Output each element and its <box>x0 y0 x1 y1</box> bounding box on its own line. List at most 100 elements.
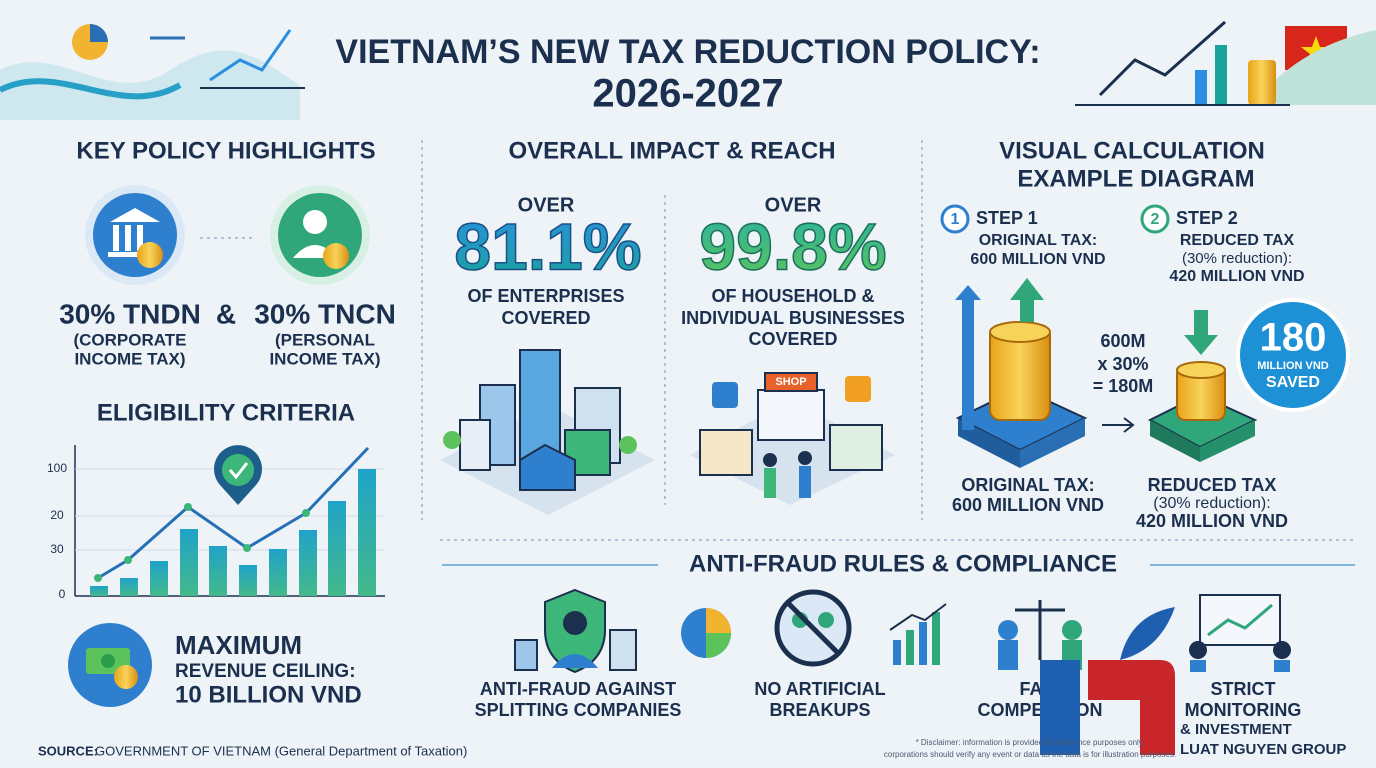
shops-illustration-part <box>845 376 871 402</box>
axis-label: 100 <box>47 461 67 475</box>
eligibility-chart-part <box>239 565 257 596</box>
section-heading: VISUAL CALCULATION <box>999 137 1265 164</box>
tax-description: (PERSONAL <box>275 330 375 349</box>
header-art-right-part <box>1195 70 1207 105</box>
growth-chart-icon-part <box>893 640 901 665</box>
reduced-tax-illustration <box>1147 310 1258 462</box>
eligibility-chart-part <box>302 509 310 517</box>
rule-text: NO ARTIFICIAL <box>754 679 885 699</box>
eligibility-chart-part <box>209 546 227 596</box>
fair-competition-icon-part <box>1062 620 1082 640</box>
anti-fraud-icon <box>514 588 637 674</box>
eligibility-chart-part <box>97 446 370 580</box>
step-text: REDUCED TAX <box>1180 232 1295 249</box>
step-text: (30% reduction): <box>1182 250 1292 267</box>
shops-illustration-part <box>799 466 811 498</box>
monitoring-icon-part <box>1274 660 1290 672</box>
shops-illustration-part <box>764 468 776 498</box>
logo-mark-part <box>1120 607 1175 660</box>
shops-illustration-part <box>712 382 738 408</box>
section-heading: ANTI-FRAUD RULES & COMPLIANCE <box>689 550 1117 577</box>
step-label: STEP 1 <box>976 208 1038 228</box>
eligibility-chart-part <box>299 530 317 596</box>
rule-text: BREAKUPS <box>769 700 870 720</box>
section-heading: OVERALL IMPACT & REACH <box>508 137 835 164</box>
disclaimer: corporations should verify any event or … <box>884 750 1176 759</box>
eligibility-chart-part <box>358 469 376 596</box>
monitoring-icon <box>1189 594 1291 672</box>
formula: x 30% <box>1097 354 1148 374</box>
header-art-left-part <box>209 29 292 82</box>
step-number: 1 <box>951 211 960 228</box>
shops-illustration-part <box>764 372 818 392</box>
section-heading: KEY POLICY HIGHLIGHTS <box>76 137 375 164</box>
pie-icon-part <box>706 633 731 658</box>
stat-description: OF ENTERPRISES <box>467 286 624 306</box>
eligibility-chart-part <box>328 501 346 596</box>
logo-mark-part <box>1040 660 1080 755</box>
growth-chart-icon-part <box>919 622 927 665</box>
tax-rate: 30% TNDN <box>59 298 201 329</box>
city-illustration-part <box>443 431 461 449</box>
shops-illustration-part <box>798 451 812 465</box>
formula: = 180M <box>1093 376 1154 396</box>
reduced-tax-illustration-part <box>1176 361 1226 379</box>
original-tax-illustration <box>955 278 1088 468</box>
tax-description: INCOME TAX) <box>269 349 380 368</box>
ceiling-text: MAXIMUM <box>175 630 302 660</box>
savings-badge <box>1236 298 1350 412</box>
reduced-tax-illustration-part <box>1200 420 1255 462</box>
fair-competition-icon <box>998 600 1082 670</box>
axis-label: 30 <box>50 542 64 556</box>
corporate-icon-part <box>125 225 131 251</box>
shops-illustration-part <box>763 453 777 467</box>
stat-description: INDIVIDUAL BUSINESSES <box>681 308 905 328</box>
corporate-icon-part <box>108 252 156 257</box>
header-art-right-part <box>1301 36 1331 64</box>
arrow <box>1102 417 1135 433</box>
step-label: STEP 2 <box>1176 208 1238 228</box>
caption: 600 MILLION VND <box>952 495 1104 515</box>
formula: 600M <box>1100 331 1145 351</box>
corporate-icon-part <box>137 242 163 268</box>
personal-icon-part <box>303 210 327 234</box>
growth-chart-icon <box>889 603 947 665</box>
pie-icon-part <box>706 608 731 633</box>
step-text: ORIGINAL TAX: <box>979 232 1098 249</box>
header-art-right <box>1075 20 1376 106</box>
title: VIETNAM’S NEW TAX REDUCTION POLICY: <box>335 33 1040 71</box>
header-art-left-part <box>0 50 300 120</box>
stat-description: COVERED <box>748 329 837 349</box>
eligibility-chart-part <box>94 574 102 582</box>
fair-competition-icon-part <box>998 640 1018 670</box>
rule-text: ANTI-FRAUD AGAINST <box>480 679 676 699</box>
eligibility-chart-part <box>124 556 132 564</box>
source-text: GOVERNMENT OF VIETNAM (General Departmen… <box>95 743 467 758</box>
section-heading: ELIGIBILITY CRITERIA <box>97 399 355 426</box>
shops-illustration-part <box>757 389 825 441</box>
no-breakup-icon-part <box>818 612 834 628</box>
tax-description: INCOME TAX) <box>74 349 185 368</box>
header-art-right-part <box>1215 45 1227 105</box>
original-tax-illustration-part <box>1020 418 1085 468</box>
eligibility-chart-part <box>150 561 168 596</box>
savings-text: SAVED <box>1266 374 1320 391</box>
step-badge <box>940 204 970 234</box>
anti-fraud-icon-part <box>552 654 598 668</box>
city-illustration <box>440 349 655 515</box>
original-tax-illustration-part <box>989 321 1051 343</box>
shops-illustration-part <box>699 429 753 476</box>
stat-value: 81.1% <box>454 209 641 283</box>
no-breakup-icon-part <box>786 601 840 655</box>
stat-prefix: OVER <box>765 194 822 216</box>
eligibility-chart-part <box>180 529 198 596</box>
tax-description: (CORPORATE <box>73 330 186 349</box>
growth-chart-icon-part <box>906 630 914 665</box>
source-label: SOURCE: <box>38 743 98 758</box>
stat-description: COVERED <box>501 308 590 328</box>
step-text: 420 MILLION VND <box>1169 268 1304 285</box>
header-art-right-part <box>1248 60 1276 105</box>
step-badge <box>1140 204 1170 234</box>
